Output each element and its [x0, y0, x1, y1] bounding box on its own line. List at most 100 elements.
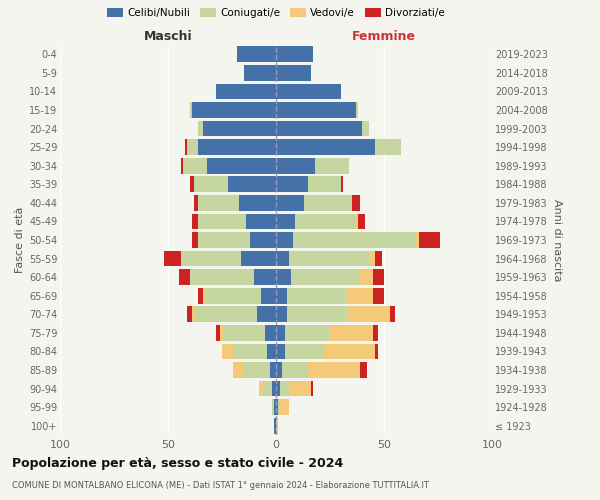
Bar — [246, 214, 276, 230]
Bar — [244, 65, 276, 81]
Bar — [244, 362, 269, 378]
Bar — [419, 232, 440, 248]
Bar — [203, 288, 205, 304]
Bar — [293, 232, 416, 248]
Bar — [369, 250, 376, 266]
Bar — [276, 362, 283, 378]
Y-axis label: Fasce di età: Fasce di età — [14, 207, 25, 273]
Bar — [276, 140, 376, 155]
Bar — [205, 288, 261, 304]
Bar — [274, 418, 276, 434]
Bar — [272, 380, 276, 396]
Bar — [358, 214, 365, 230]
Bar — [287, 306, 347, 322]
Bar — [222, 344, 233, 359]
Bar — [229, 176, 276, 192]
Bar — [261, 288, 276, 304]
Bar — [276, 120, 362, 136]
Bar — [284, 344, 323, 359]
Bar — [276, 102, 356, 118]
Bar — [276, 158, 315, 174]
Bar — [198, 288, 203, 304]
Bar — [352, 195, 360, 211]
Bar — [276, 380, 280, 396]
Bar — [183, 158, 207, 174]
Bar — [259, 380, 263, 396]
Bar — [362, 120, 369, 136]
Bar — [276, 214, 295, 230]
Bar — [276, 399, 278, 415]
Bar — [347, 306, 391, 322]
Bar — [198, 140, 276, 155]
Bar — [376, 140, 401, 155]
Bar — [276, 195, 304, 211]
Bar — [190, 269, 254, 285]
Bar — [257, 306, 276, 322]
Bar — [198, 120, 203, 136]
Bar — [190, 102, 192, 118]
Bar — [254, 269, 276, 285]
Bar — [280, 380, 289, 396]
Bar — [276, 250, 289, 266]
Bar — [287, 288, 347, 304]
Bar — [330, 325, 373, 341]
Bar — [341, 176, 343, 192]
Legend: Celibi/Nubili, Coniugati/e, Vedovi/e, Divorziati/e: Celibi/Nubili, Coniugati/e, Vedovi/e, Di… — [107, 8, 445, 18]
Bar — [198, 232, 250, 248]
Bar — [276, 288, 287, 304]
Bar — [181, 158, 183, 174]
Bar — [304, 195, 352, 211]
Y-axis label: Anni di nascita: Anni di nascita — [552, 198, 562, 281]
Bar — [373, 325, 377, 341]
Bar — [276, 232, 293, 248]
Bar — [376, 344, 377, 359]
Bar — [278, 399, 280, 415]
Bar — [308, 176, 341, 192]
Bar — [416, 232, 419, 248]
Bar — [291, 269, 360, 285]
Bar — [276, 46, 313, 62]
Bar — [239, 195, 276, 211]
Text: Femmine: Femmine — [352, 30, 416, 43]
Bar — [276, 65, 311, 81]
Bar — [308, 362, 360, 378]
Bar — [280, 399, 289, 415]
Bar — [237, 46, 276, 62]
Bar — [215, 84, 276, 100]
Bar — [265, 325, 276, 341]
Bar — [179, 269, 190, 285]
Bar — [233, 362, 244, 378]
Bar — [198, 195, 239, 211]
Bar — [185, 140, 187, 155]
Bar — [356, 102, 358, 118]
Bar — [391, 306, 395, 322]
Bar — [373, 288, 384, 304]
Bar — [276, 176, 308, 192]
Bar — [269, 362, 276, 378]
Bar — [164, 250, 181, 266]
Bar — [276, 269, 291, 285]
Bar — [190, 176, 194, 192]
Bar — [233, 344, 268, 359]
Bar — [192, 214, 198, 230]
Bar — [276, 325, 284, 341]
Bar — [250, 232, 276, 248]
Bar — [263, 380, 272, 396]
Bar — [323, 344, 376, 359]
Bar — [295, 214, 356, 230]
Bar — [192, 102, 276, 118]
Bar — [194, 176, 229, 192]
Bar — [360, 362, 367, 378]
Bar — [311, 380, 313, 396]
Text: Popolazione per età, sesso e stato civile - 2024: Popolazione per età, sesso e stato civil… — [12, 458, 343, 470]
Bar — [196, 306, 257, 322]
Bar — [272, 399, 274, 415]
Bar — [274, 399, 276, 415]
Bar — [276, 84, 341, 100]
Text: Maschi: Maschi — [143, 30, 193, 43]
Bar — [181, 250, 241, 266]
Bar — [347, 288, 373, 304]
Bar — [315, 158, 349, 174]
Bar — [360, 269, 373, 285]
Bar — [289, 250, 369, 266]
